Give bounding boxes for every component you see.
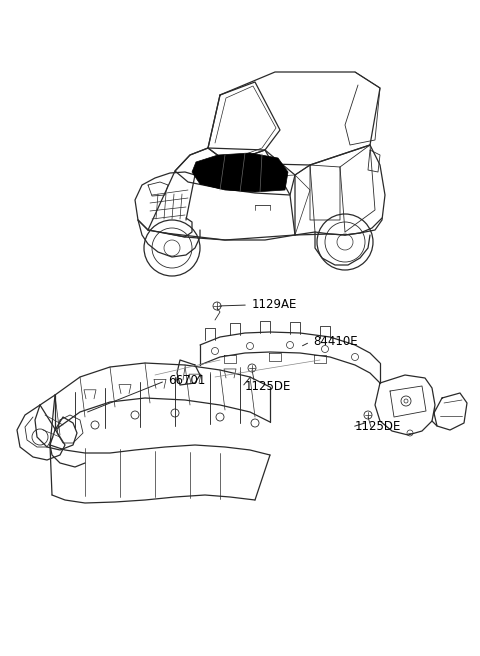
Text: 1125DE: 1125DE [245, 380, 291, 393]
Text: 84410E: 84410E [313, 335, 358, 348]
Polygon shape [192, 153, 288, 192]
Text: 66701: 66701 [168, 374, 205, 387]
Text: 1129AE: 1129AE [252, 298, 298, 311]
Text: 1125DE: 1125DE [355, 420, 401, 433]
